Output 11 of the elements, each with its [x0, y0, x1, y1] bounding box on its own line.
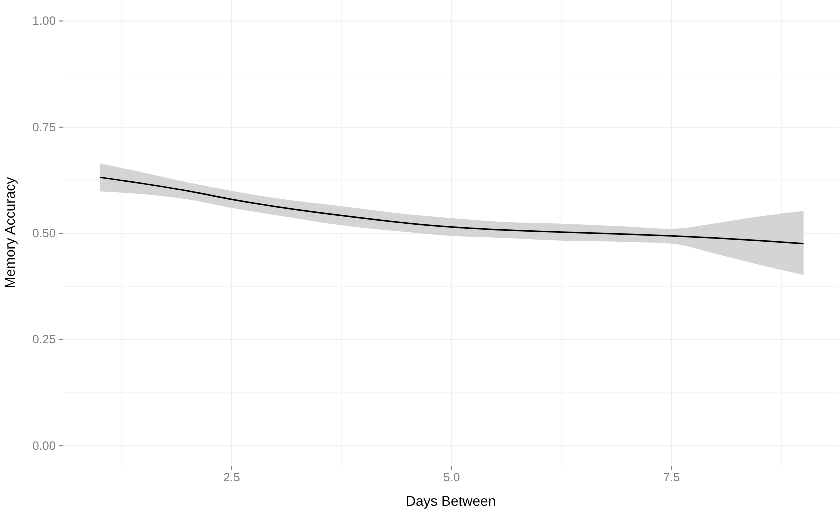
y-tick-label: 0.75: [32, 120, 56, 134]
y-tick-label: 1.00: [32, 14, 56, 28]
x-tick-label: 5.0: [444, 470, 461, 485]
line-series: [99, 176, 805, 245]
y-tick-label: 0.25: [32, 332, 56, 347]
y-tick-label: 0.00: [32, 438, 56, 453]
y-tick-label: 0.50: [32, 226, 56, 240]
x-tick-label: 7.5: [663, 470, 680, 485]
x-axis-title: Days Between: [406, 493, 496, 509]
x-tick-label: 2.5: [224, 470, 241, 485]
y-axis-title: Memory Accuracy: [2, 177, 18, 289]
